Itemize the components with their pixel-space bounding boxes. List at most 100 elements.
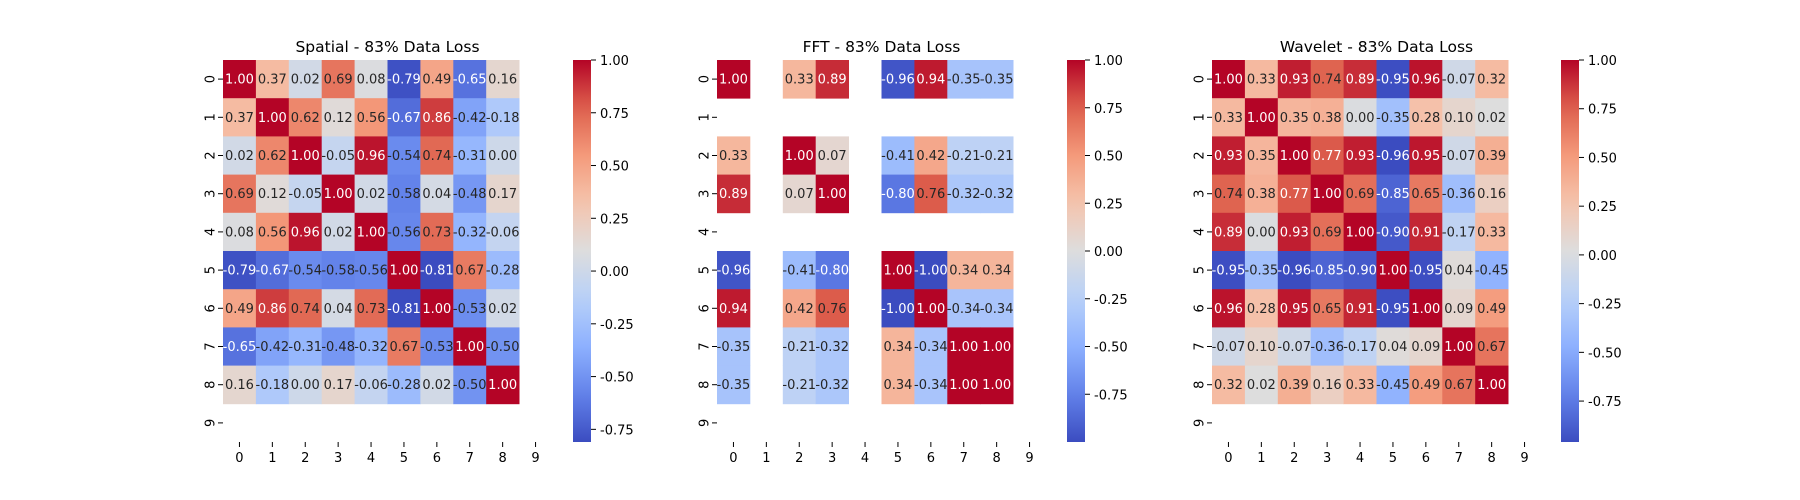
y-tick-label: 8 xyxy=(698,381,713,389)
heatmap-cell xyxy=(881,289,915,328)
cell-value-label: -0.32 xyxy=(980,187,1014,202)
cell-value-label: 0.69 xyxy=(1346,187,1375,202)
x-tick-label: 0 xyxy=(1224,451,1232,466)
cell-value-label: 0.34 xyxy=(883,378,912,393)
heatmap-cell xyxy=(1409,289,1443,328)
cell-value-label: -0.17 xyxy=(1343,340,1377,355)
heatmap-cell xyxy=(1376,251,1410,290)
heatmap-cell xyxy=(453,174,487,214)
cell-value-label: 0.04 xyxy=(1378,340,1407,355)
cell-value-label: -0.53 xyxy=(453,302,487,317)
cell-value-label: -0.34 xyxy=(914,340,948,355)
cell-value-label: -0.41 xyxy=(881,149,915,164)
cell-value-label: -0.28 xyxy=(486,264,520,279)
colorbar-tick-label: -0.25 xyxy=(1588,298,1622,313)
colorbar-tick-label: 1.00 xyxy=(1588,54,1617,69)
cell-value-label: -0.05 xyxy=(288,187,322,202)
heatmap-cell xyxy=(947,174,981,214)
heatmap-cell xyxy=(453,327,487,366)
x-tick-label: 4 xyxy=(861,451,869,466)
cell-value-label: -0.28 xyxy=(387,378,421,393)
x-tick-label: 8 xyxy=(1488,451,1496,466)
cell-value-label: 0.89 xyxy=(1214,225,1243,240)
colorbar-tick-label: 0.00 xyxy=(1588,249,1617,264)
cell-value-label: -0.58 xyxy=(387,187,421,202)
y-tick-label: 2 xyxy=(204,151,219,159)
heatmap-cell xyxy=(947,327,981,366)
heatmap-cell xyxy=(486,60,520,99)
cell-value-label: -0.65 xyxy=(453,73,487,88)
cell-value-label: -0.31 xyxy=(288,340,322,355)
heatmap-cell xyxy=(1376,327,1410,366)
cell-value-label: -0.35 xyxy=(717,340,751,355)
cell-value-label: 1.00 xyxy=(1313,187,1342,202)
cell-value-label: 0.33 xyxy=(1214,111,1243,126)
heatmap-cell xyxy=(1212,251,1246,290)
heatmap-cell xyxy=(881,327,915,366)
heatmap-cell xyxy=(1277,136,1312,175)
heatmap-cell xyxy=(1475,136,1509,175)
cell-value-label: 0.49 xyxy=(422,73,451,88)
colorbar-tick-label: -0.25 xyxy=(600,318,634,333)
cell-value-label: 0.08 xyxy=(225,225,254,240)
cell-value-label: 0.96 xyxy=(291,225,320,240)
y-tick-label: 7 xyxy=(204,342,219,350)
colorbar-tick-label: -0.50 xyxy=(1588,346,1622,361)
cell-value-label: -0.50 xyxy=(453,378,487,393)
colorbar-tick-label: 0.50 xyxy=(600,160,629,175)
cell-value-label: -0.58 xyxy=(321,264,355,279)
cell-value-label: 0.74 xyxy=(1214,187,1243,202)
heatmap-cell xyxy=(387,136,421,175)
cell-value-label: 0.74 xyxy=(291,302,320,317)
cell-value-label: -0.34 xyxy=(914,378,948,393)
heatmap-cell xyxy=(255,365,290,405)
cell-value-label: 0.96 xyxy=(1411,73,1440,88)
cell-value-label: 0.76 xyxy=(818,302,847,317)
cell-value-label: -0.07 xyxy=(1442,149,1476,164)
cell-value-label: 0.49 xyxy=(1411,378,1440,393)
cell-value-label: -0.35 xyxy=(717,378,751,393)
y-tick-label: 1 xyxy=(204,113,219,121)
cell-value-label: -0.34 xyxy=(980,302,1014,317)
cell-value-label: -0.32 xyxy=(815,340,849,355)
cell-value-label: -0.48 xyxy=(453,187,487,202)
cell-value-label: 0.33 xyxy=(1247,73,1276,88)
cell-value-label: 0.38 xyxy=(1247,187,1276,202)
cell-value-label: 1.00 xyxy=(389,264,418,279)
cell-value-label: 0.33 xyxy=(719,149,748,164)
chart-title: FFT - 83% Data Loss xyxy=(803,38,961,56)
cell-value-label: 0.02 xyxy=(357,187,386,202)
heatmap-cell xyxy=(1277,327,1312,366)
heatmap-cell xyxy=(1409,212,1443,252)
cell-value-label: 1.00 xyxy=(488,378,517,393)
y-tick-label: 6 xyxy=(698,304,713,312)
heatmap-cell xyxy=(1442,174,1476,214)
cell-value-label: 1.00 xyxy=(422,302,451,317)
heatmap-cell xyxy=(717,60,751,99)
cell-value-label: 0.04 xyxy=(1444,264,1473,279)
cell-value-label: 0.32 xyxy=(1214,378,1243,393)
heatmap-cell xyxy=(354,98,388,137)
cell-value-label: -0.67 xyxy=(387,111,421,126)
x-tick-label: 2 xyxy=(795,451,803,466)
cell-value-label: 0.93 xyxy=(1280,225,1309,240)
cell-value-label: 0.02 xyxy=(422,378,451,393)
colorbar-tick-label: 0.50 xyxy=(1094,150,1123,165)
cell-value-label: -0.48 xyxy=(321,340,355,355)
heatmap-cell xyxy=(1244,251,1279,290)
heatmap-cell xyxy=(1244,327,1279,366)
colorbar-tick-label: -0.50 xyxy=(1094,341,1128,356)
y-tick-label: 1 xyxy=(1193,113,1208,121)
heatmap-cell xyxy=(223,136,257,175)
cell-value-label: -0.56 xyxy=(387,225,421,240)
heatmap-cell xyxy=(1343,212,1377,252)
cell-value-label: 0.09 xyxy=(1411,340,1440,355)
y-tick-label: 3 xyxy=(698,190,713,198)
x-tick-label: 2 xyxy=(301,451,309,466)
cell-value-label: -0.36 xyxy=(1442,187,1476,202)
cell-value-label: 0.67 xyxy=(1477,340,1506,355)
cell-value-label: 1.00 xyxy=(1444,340,1473,355)
cell-value-label: 0.94 xyxy=(719,302,748,317)
heatmap-cell xyxy=(1310,98,1344,137)
